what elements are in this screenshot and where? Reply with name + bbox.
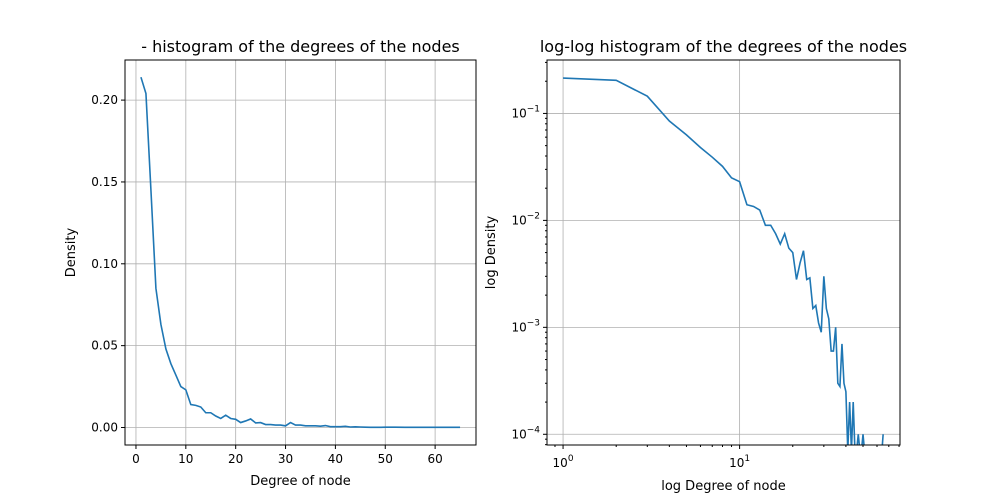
chart-right-ytick-label: 10−4 (511, 425, 540, 441)
chart-right-title: log-log histogram of the degrees of the … (540, 37, 907, 56)
chart-right-xtick-label: 101 (729, 454, 750, 470)
chart-right-ytick-label: 10−2 (511, 211, 540, 227)
chart-left-xtick-label: 60 (427, 452, 442, 466)
chart-left-xtick-label: 20 (228, 452, 243, 466)
chart-left-ylabel: Density (64, 227, 79, 277)
chart-right: log-log histogram of the degrees of the … (484, 37, 907, 494)
chart-left-axes-frame (124, 59, 477, 446)
chart-left-ytick-label: 0.05 (91, 339, 118, 353)
chart-right-xtick-label: 100 (553, 454, 574, 470)
chart-left-xtick-label: 30 (278, 452, 293, 466)
chart-left-xtick-label: 0 (132, 452, 140, 466)
chart-right-ytick-label: 10−3 (511, 318, 540, 334)
chart-left-ticks: 0 10 20 30 40 50 60 0.00 0.05 0.10 0.15 0.20 (91, 93, 442, 466)
chart-left-grid (125, 60, 476, 445)
chart-left-ytick-label: 0.15 (91, 175, 118, 189)
chart-left-xtick-label: 10 (178, 452, 193, 466)
chart-right-ytick-label: 10−1 (511, 104, 540, 120)
chart-right-grid (547, 60, 900, 445)
chart-left-ytick-label: 0.10 (91, 257, 118, 271)
chart-left-ytick-label: 0.00 (91, 420, 118, 434)
chart-left-series-line (140, 76, 461, 429)
chart-right-xlabel: log Degree of node (661, 479, 786, 494)
chart-left: - histogram of the degrees of the nodes … (64, 37, 477, 489)
chart-left-xtick-label: 50 (378, 452, 393, 466)
chart-right-ylabel: log Density (484, 216, 499, 290)
chart-right-axes-frame (546, 59, 901, 446)
chart-left-title: - histogram of the degrees of the nodes (141, 37, 460, 56)
chart-left-xtick-label: 40 (328, 452, 343, 466)
chart-left-xlabel: Degree of node (250, 474, 351, 489)
chart-right-ticks: 100 101 10−4 10−3 10−2 10−1 (511, 61, 900, 470)
chart-left-ytick-label: 0.20 (91, 93, 118, 107)
chart-right-series-line (563, 77, 884, 445)
